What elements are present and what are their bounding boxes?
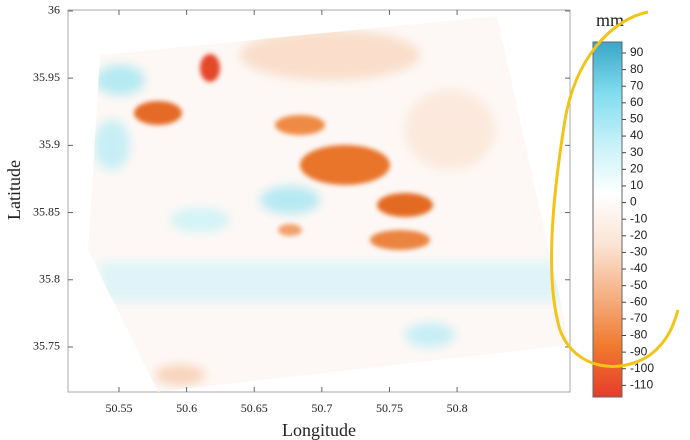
colorbar-tick-label: 90	[630, 45, 644, 59]
x-axis-label: Longitude	[282, 420, 356, 440]
y-tick-label: 35.9	[39, 137, 60, 151]
x-tick-label: 50.7	[311, 401, 332, 415]
y-tick-label: 35.8	[39, 272, 60, 286]
colorbar-tick-label: -80	[630, 328, 648, 342]
y-tick-label: 35.95	[33, 70, 60, 84]
y-tick-label: 35.75	[33, 339, 60, 353]
colorbar-tick-label: -30	[630, 245, 648, 259]
colorbar-tick-label: 0	[630, 195, 637, 209]
colorbar-label: mm	[596, 10, 624, 30]
colorbar-tick-label: -50	[630, 278, 648, 292]
colorbar-tick-label: -110	[630, 378, 653, 392]
colorbar-tick-label: -100	[630, 361, 654, 375]
colorbar-tick-label: -70	[630, 311, 648, 325]
colorbar	[592, 41, 623, 398]
colorbar-tick-label: 80	[630, 62, 644, 76]
colorbar-tick-label: -90	[630, 344, 648, 358]
colorbar-tick-label: 70	[630, 78, 644, 92]
x-tick-label: 50.6	[176, 401, 197, 415]
colorbar-tick-label: 10	[630, 178, 644, 192]
raster	[88, 16, 570, 392]
colorbar-tick-label: -20	[630, 228, 648, 242]
x-tick-label: 50.8	[447, 401, 468, 415]
x-tick-label: 50.65	[241, 401, 268, 415]
colorbar-tick-label: 40	[630, 128, 644, 142]
colorbar-tick-label: 20	[630, 161, 644, 175]
colorbar-tick-label: -60	[630, 294, 648, 308]
y-tick-label: 35.85	[33, 204, 60, 218]
colorbar-tick-label: -10	[630, 211, 648, 225]
y-axis-label: Latitude	[4, 160, 24, 220]
y-tick-label: 36	[48, 3, 60, 17]
colorbar-tick-label: 30	[630, 145, 644, 159]
colorbar-tick-label: 60	[630, 95, 644, 109]
x-tick-label: 50.55	[105, 401, 132, 415]
colorbar-tick-label: 50	[630, 112, 644, 126]
x-tick-label: 50.75	[376, 401, 403, 415]
annotation-circle	[550, 10, 680, 368]
colorbar-tick-label: -40	[630, 261, 648, 275]
